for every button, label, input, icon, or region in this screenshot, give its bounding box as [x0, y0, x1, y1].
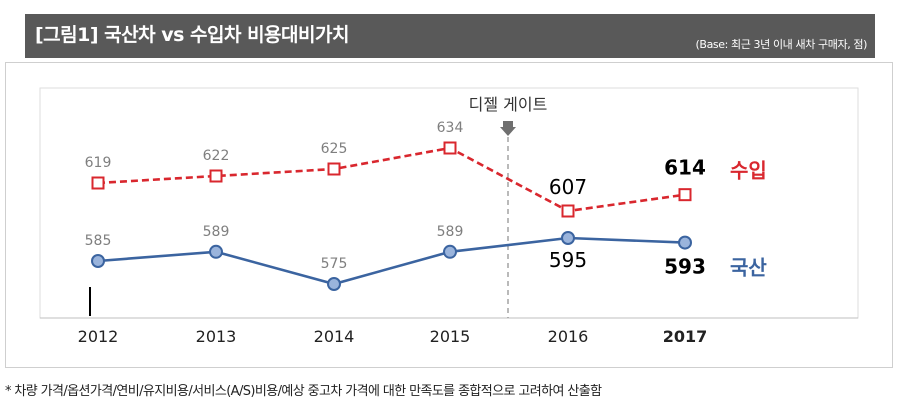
- x-tick-label-2015: 2015: [430, 327, 471, 346]
- data-label-0-1: 622: [203, 148, 230, 164]
- data-point-0-1: [209, 169, 223, 183]
- x-tick-label-2014: 2014: [314, 327, 355, 346]
- data-point-1-4: [561, 231, 575, 245]
- x-tick-label-2013: 2013: [196, 327, 237, 346]
- series-name-1: 국산: [730, 256, 767, 280]
- data-point-1-1: [209, 244, 223, 259]
- footnote: * 차량 가격/옵션가격/연비/유지비용/서비스(A/S)비용/예상 중고차 가…: [5, 384, 602, 399]
- data-label-0-0: 619: [85, 155, 112, 171]
- data-label-1-1: 589: [203, 224, 230, 240]
- series-line-0: [97, 146, 686, 213]
- data-label-1-2: 575: [321, 256, 348, 272]
- data-point-0-3: [443, 141, 457, 155]
- annotation-label: 디젤 게이트: [469, 95, 548, 114]
- data-label-0-5: 614: [664, 156, 706, 180]
- series-name-0: 수입: [730, 159, 767, 183]
- x-tick-label-2012: 2012: [78, 327, 119, 346]
- series-line-1: [97, 236, 686, 286]
- data-point-1-3: [443, 244, 457, 259]
- x-tick-label-2017: 2017: [663, 327, 708, 346]
- data-label-1-4: 595: [549, 248, 587, 272]
- data-label-0-2: 625: [321, 141, 348, 157]
- data-point-1-5: [678, 235, 692, 250]
- data-label-1-3: 589: [437, 224, 464, 240]
- chart-subtitle: (Base: 최근 3년 이내 새차 구매자, 점): [695, 38, 868, 51]
- data-point-1-0: [91, 254, 105, 268]
- data-point-1-2: [327, 277, 341, 291]
- data-label-1-0: 585: [85, 233, 112, 249]
- x-tick-label-2016: 2016: [548, 327, 589, 346]
- data-point-0-0: [91, 176, 105, 190]
- data-point-0-2: [327, 162, 341, 176]
- header-bar: [그림1] 국산차 vs 수입차 비용대비가치 (Base: 최근 3년 이내 …: [25, 14, 875, 58]
- annotation-arrow: [500, 121, 516, 136]
- data-point-0-5: [678, 188, 692, 202]
- data-label-1-5: 593: [664, 255, 706, 279]
- plot-area: [39, 87, 859, 319]
- data-label-0-4: 607: [549, 175, 587, 199]
- data-label-0-3: 634: [437, 120, 464, 136]
- data-point-0-4: [561, 204, 575, 218]
- chart-title: [그림1] 국산차 vs 수입차 비용대비가치: [35, 24, 349, 46]
